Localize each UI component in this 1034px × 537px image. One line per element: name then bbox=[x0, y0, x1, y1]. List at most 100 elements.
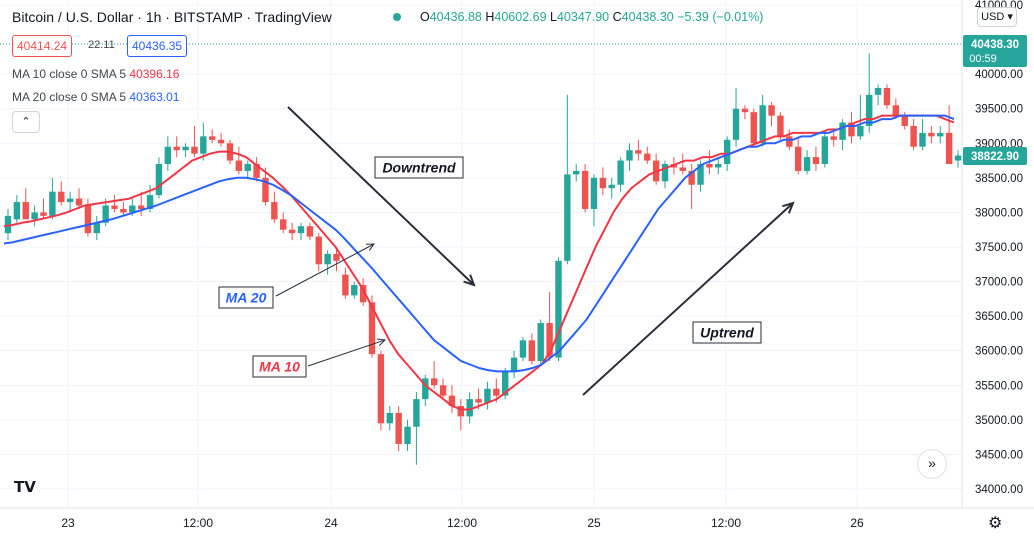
scroll-to-realtime-button[interactable]: » bbox=[917, 449, 947, 479]
candle-body bbox=[626, 150, 633, 161]
candle-body bbox=[271, 202, 278, 220]
candle-body bbox=[759, 105, 766, 144]
candle-body bbox=[182, 146, 189, 151]
time-tick-label: 26 bbox=[850, 516, 864, 530]
candle-body bbox=[803, 157, 811, 171]
close-label: C bbox=[612, 10, 622, 24]
collapse-legend-button[interactable]: ⌃ bbox=[12, 111, 40, 133]
indicator-ma10[interactable]: MA 10 close 0 SMA 5 40396.16 bbox=[12, 67, 179, 81]
candle-body bbox=[821, 136, 829, 165]
candle-body bbox=[404, 426, 411, 445]
time-axis[interactable]: 23 12:00 24 12:00 25 12:00 26 bbox=[61, 516, 864, 530]
candle-body bbox=[324, 253, 331, 265]
candle-body bbox=[422, 378, 429, 400]
candle-body bbox=[466, 399, 473, 417]
indicator-ma20-value: 40363.01 bbox=[129, 90, 180, 104]
time-tick-label: 12:00 bbox=[711, 516, 741, 530]
ohlc-readout: O40436.88 H40602.69 L40347.90 C40438.30 … bbox=[420, 10, 763, 24]
candle-body bbox=[306, 226, 314, 237]
ma20-pointer-arrow-shaft bbox=[275, 243, 375, 297]
candle-body bbox=[253, 164, 260, 178]
candle-body bbox=[954, 155, 962, 161]
low-value: 40347.90 bbox=[556, 10, 610, 24]
ma10-label-text: MA 10 bbox=[259, 359, 300, 375]
candle-body bbox=[31, 212, 38, 220]
time-tick-label: 24 bbox=[324, 516, 338, 530]
ma10-pointer-arrow-head bbox=[376, 338, 387, 346]
candle-body bbox=[546, 323, 553, 358]
candle-body bbox=[945, 132, 953, 165]
price-tick-label: 35500.00 bbox=[975, 380, 1023, 392]
candle-body bbox=[386, 412, 393, 424]
candle-body bbox=[146, 195, 154, 209]
candle-body bbox=[519, 340, 527, 358]
high-label: H bbox=[485, 10, 495, 24]
candle-body bbox=[137, 205, 145, 209]
ma10-pointer-arrow bbox=[307, 338, 387, 367]
candle-body bbox=[129, 205, 136, 213]
price-tick-label: 35000.00 bbox=[975, 415, 1023, 427]
candle-body bbox=[297, 226, 305, 234]
downtrend-label-box bbox=[374, 156, 464, 179]
candle-body bbox=[430, 378, 438, 386]
chart-title: Bitcoin / U.S. Dollar · 1h · BITSTAMP · … bbox=[12, 9, 332, 25]
candles bbox=[4, 53, 962, 465]
chevron-down-icon: ▾ bbox=[1007, 11, 1013, 23]
candle-body bbox=[732, 108, 740, 140]
candle-body bbox=[333, 253, 340, 261]
price-tick-label: 40000.00 bbox=[975, 69, 1023, 81]
candle-body bbox=[368, 302, 376, 355]
candle-body bbox=[608, 184, 615, 189]
currency-selector[interactable]: USD ▾ bbox=[977, 7, 1017, 27]
sell-price-button[interactable]: 40414.24 bbox=[12, 35, 73, 57]
candle-body bbox=[892, 105, 900, 116]
candle-body bbox=[173, 146, 180, 151]
price-markers: 40438.30 00:59 38822.90 bbox=[0, 35, 1027, 165]
candle-body bbox=[706, 164, 713, 168]
candle-body bbox=[288, 229, 296, 234]
candle-body bbox=[280, 219, 287, 230]
candle-body bbox=[528, 340, 536, 362]
current-price-text: 40438.30 bbox=[971, 39, 1019, 51]
candle-body bbox=[359, 285, 367, 303]
downtrend-arrow bbox=[287, 106, 476, 287]
candle-body bbox=[235, 160, 243, 171]
candle-body bbox=[688, 170, 695, 185]
price-tick-label: 36000.00 bbox=[975, 346, 1023, 358]
candle-body bbox=[457, 406, 465, 417]
downtrend-label: Downtrend bbox=[374, 156, 464, 179]
uptrend-label: Uptrend bbox=[692, 321, 762, 344]
buy-price-button[interactable]: 40436.35 bbox=[127, 35, 188, 57]
price-tick-label: 37500.00 bbox=[975, 242, 1023, 254]
chevron-up-icon: ⌃ bbox=[21, 116, 31, 128]
open-label: O bbox=[420, 10, 430, 24]
ma20-pointer-arrow-head bbox=[365, 243, 376, 251]
uptrend-arrow-head bbox=[782, 201, 795, 214]
price-axis[interactable]: 41000.0040000.0039500.0039000.0038500.00… bbox=[975, 0, 1023, 496]
candle-body bbox=[49, 191, 56, 216]
current-price-marker bbox=[963, 35, 1027, 67]
ma20-label: MA 20 bbox=[218, 286, 274, 309]
candle-body bbox=[510, 357, 518, 372]
settings-gear-icon[interactable]: ⚙ bbox=[988, 515, 1003, 532]
last-price-text: 38822.90 bbox=[971, 151, 1019, 163]
candle-body bbox=[484, 388, 491, 403]
candle-body bbox=[501, 371, 509, 396]
candle-body bbox=[697, 164, 704, 185]
spread-value: 22.11 bbox=[88, 39, 115, 51]
tradingview-logo-icon[interactable]: 𝗧𝗩 bbox=[14, 479, 36, 496]
candle-body bbox=[564, 174, 571, 261]
ma10-label-box bbox=[252, 355, 307, 378]
candle-body bbox=[342, 274, 349, 296]
candle-body bbox=[644, 153, 651, 161]
change-value: −5.39 (−0.01%) bbox=[677, 10, 764, 24]
candle-body bbox=[537, 323, 544, 362]
candle-body bbox=[794, 146, 802, 171]
currency-label: USD bbox=[981, 11, 1005, 23]
indicator-ma20[interactable]: MA 20 close 0 SMA 5 40363.01 bbox=[12, 90, 179, 104]
uptrend-label-text: Uptrend bbox=[700, 325, 754, 341]
ma-lines bbox=[3, 114, 955, 411]
candle-body bbox=[111, 205, 118, 209]
uptrend-label-box bbox=[692, 321, 762, 344]
